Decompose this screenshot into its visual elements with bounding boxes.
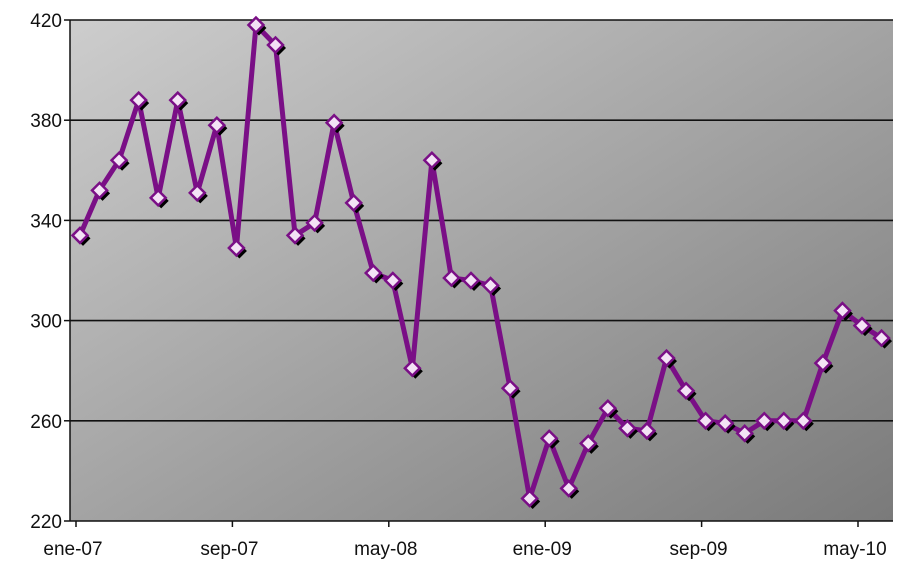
y-tick-label: 220 (30, 512, 62, 533)
y-tick-label: 380 (30, 111, 62, 132)
data-point (657, 348, 676, 368)
data-point (285, 226, 305, 245)
data-point (754, 411, 774, 431)
x-tick-label: ene-07 (43, 539, 102, 560)
y-tick-label: 260 (30, 412, 62, 433)
data-point (305, 213, 324, 233)
y-tick-label: 420 (30, 11, 62, 32)
data-point (500, 378, 520, 398)
x-tick-label: may-10 (823, 539, 886, 560)
plot-area (70, 20, 893, 521)
data-point (539, 429, 559, 448)
data-point (579, 434, 598, 453)
data-point (109, 151, 129, 170)
x-tick-label: ene-09 (513, 539, 572, 560)
data-point (403, 358, 422, 378)
data-point (324, 113, 344, 132)
data-point (852, 316, 872, 335)
data-point (266, 35, 285, 55)
data-point (383, 271, 403, 290)
x-tick-label: sep-09 (670, 539, 728, 560)
data-point (559, 479, 579, 498)
series-markers (70, 15, 893, 509)
data-point (715, 414, 735, 433)
data-point (188, 183, 207, 203)
y-tick-label: 300 (30, 312, 62, 333)
data-point (246, 15, 266, 35)
x-tick-label: may-08 (354, 539, 417, 560)
data-point (637, 421, 657, 441)
x-tick-label: sep-07 (200, 539, 258, 560)
data-point (598, 399, 618, 418)
data-point (442, 268, 461, 288)
data-point (872, 328, 891, 348)
data-point (461, 271, 481, 290)
x-axis-ticks: ene-07 sep-07 may-08 ene-09 sep-09 may-10 (43, 521, 887, 560)
data-point (520, 489, 539, 508)
data-point (618, 419, 637, 438)
data-point (227, 238, 246, 258)
data-point (794, 411, 813, 431)
data-point (363, 263, 383, 283)
data-point (676, 381, 696, 401)
data-point (344, 193, 363, 213)
data-point (481, 276, 500, 295)
y-axis-ticks: 220 260 300 340 380 420 (30, 11, 70, 533)
data-point (774, 411, 794, 431)
data-point (70, 226, 90, 245)
data-point (90, 181, 109, 200)
data-point (813, 353, 833, 373)
data-point (207, 115, 227, 135)
data-point (696, 411, 715, 431)
data-point (168, 90, 188, 110)
data-point (148, 188, 168, 208)
data-point (129, 90, 148, 110)
data-point (833, 301, 852, 320)
axes (69, 20, 893, 522)
data-point (422, 151, 442, 170)
y-tick-label: 340 (30, 211, 62, 232)
data-point (735, 424, 754, 443)
